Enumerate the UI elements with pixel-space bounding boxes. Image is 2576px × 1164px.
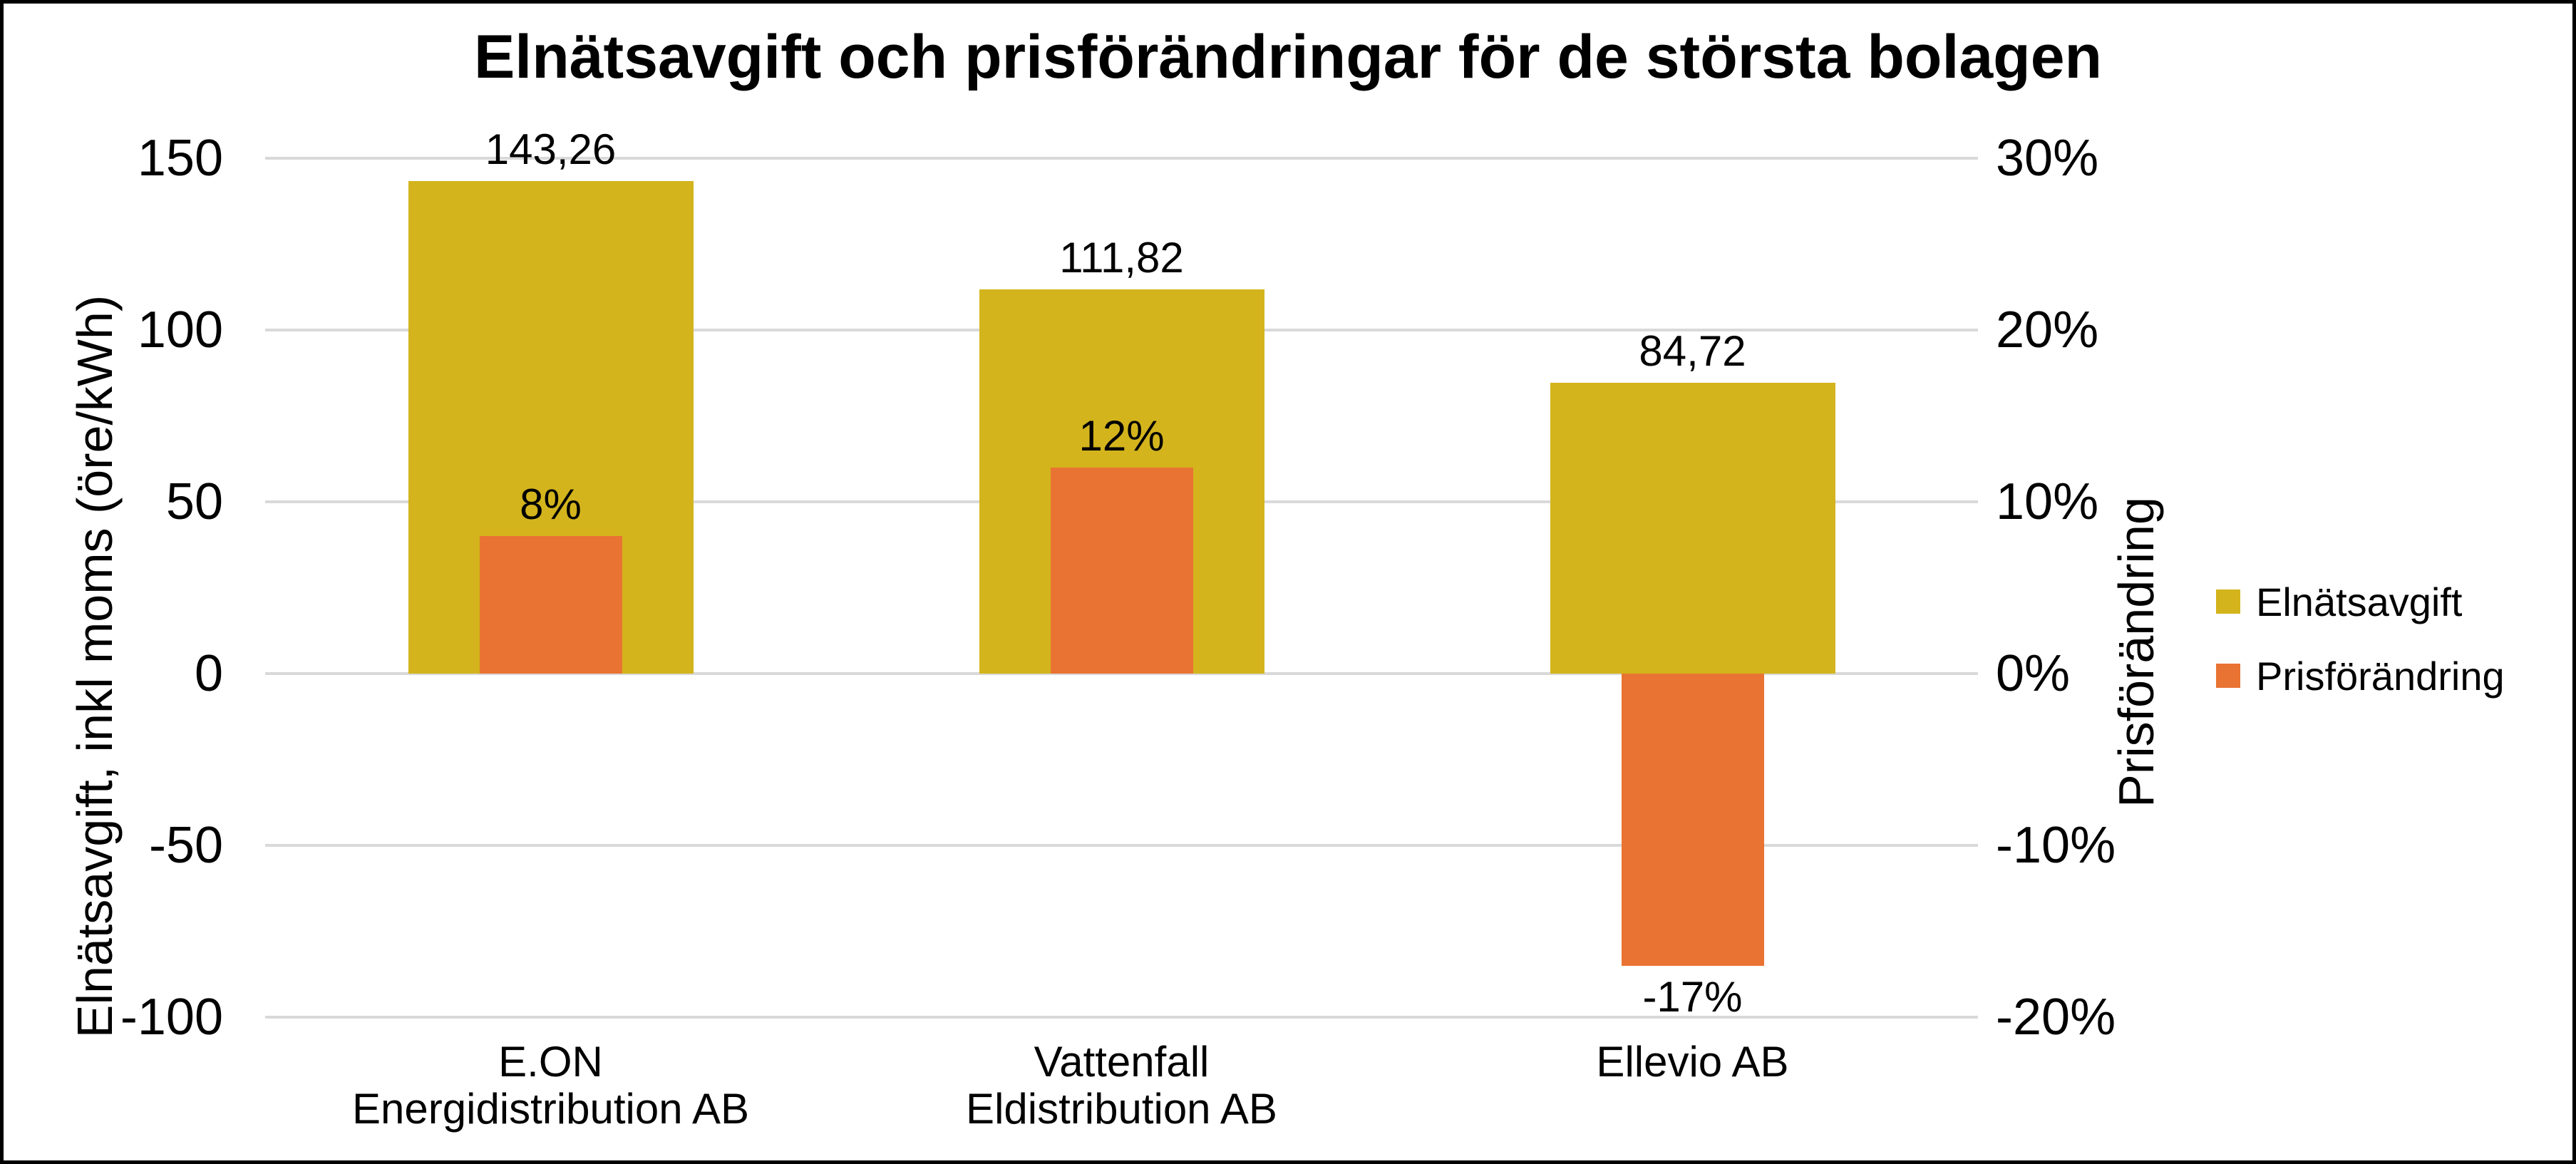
bar-value-label: 8% (520, 480, 582, 529)
category-label-line: Ellevio AB (1596, 1038, 1789, 1086)
category-label-line: E.ON (498, 1038, 603, 1086)
left-axis-tick: -100 (120, 989, 223, 1046)
left-axis-tick: -50 (148, 817, 223, 874)
bar-prisforandring (1621, 674, 1764, 966)
category-label-line: Eldistribution AB (966, 1085, 1277, 1133)
bar-value-label: -17% (1642, 972, 1743, 1021)
gridline (265, 672, 1978, 675)
right-axis-tick: 30% (1996, 130, 2099, 187)
left-axis-tick: 0 (194, 645, 223, 702)
bar-value-label: 84,72 (1639, 326, 1746, 375)
category-label: Ellevio AB (1393, 1039, 1992, 1086)
bar-value-label: 111,82 (1059, 234, 1184, 282)
right-axis-tick: -10% (1996, 817, 2116, 874)
right-axis-tick: 0% (1996, 645, 2071, 702)
left-axis-tick: 150 (137, 130, 223, 187)
gridline (265, 1016, 1978, 1019)
legend-label: Prisförändring (2256, 653, 2505, 699)
bar-prisforandring (1050, 467, 1193, 674)
left-axis-tick: 100 (137, 302, 223, 359)
category-label-line: Energidistribution AB (352, 1085, 749, 1133)
legend-swatch-prisforandring-icon (2216, 664, 2240, 688)
bar-prisforandring (479, 536, 622, 674)
chart-title: Elnätsavgift och prisförändringar för de… (473, 23, 2103, 91)
legend-swatch-elnatsavgift-icon (2216, 589, 2240, 614)
category-label-line: Vattenfall (1034, 1038, 1210, 1086)
gridline (265, 844, 1978, 847)
category-label: Vattenfall Eldistribution AB (823, 1039, 1421, 1133)
legend-label: Elnätsavgift (2256, 579, 2463, 624)
right-axis-tick: 20% (1996, 302, 2099, 359)
right-axis-tick: 10% (1996, 473, 2099, 530)
legend-item-prisforandring: Prisförändring (2216, 651, 2505, 701)
gridline (265, 157, 1978, 160)
right-axis-tick: -20% (1996, 989, 2116, 1046)
left-axis-tick: 50 (165, 473, 223, 530)
bar-value-label: 12% (1078, 411, 1165, 460)
legend: Elnätsavgift Prisförändring (2216, 577, 2505, 725)
bar-value-label: 143,26 (485, 125, 617, 174)
bar-elnatsavgift (1550, 382, 1835, 674)
legend-item-elnatsavgift: Elnätsavgift (2216, 577, 2505, 627)
category-label: E.ON Energidistribution AB (252, 1039, 850, 1133)
